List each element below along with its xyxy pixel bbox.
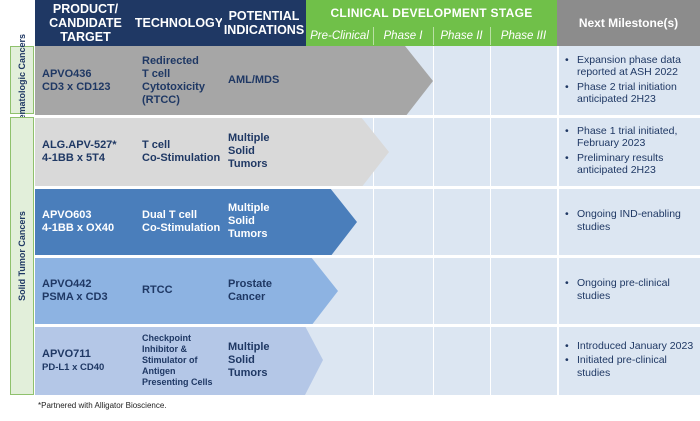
phase-preclinical: Pre-Clinical	[306, 26, 373, 46]
progress-arrow-row-4	[35, 257, 338, 326]
indication-text: Multiple	[228, 341, 270, 353]
row-4-technology: RTCC	[136, 257, 222, 324]
phase-divider	[490, 27, 491, 45]
row-2-milestones: Phase 1 trial initiated, February 2023 P…	[557, 117, 700, 186]
indication-text: Multiple	[228, 132, 270, 144]
indication-text: Tumors	[228, 158, 268, 170]
row-1-indication: AML/MDS	[222, 46, 306, 115]
row-4-milestones: Ongoing pre-clinical studies	[557, 257, 700, 324]
grid-line	[433, 46, 434, 395]
milestone-item: Introduced January 2023	[563, 340, 694, 353]
milestone-item: Ongoing pre-clinical studies	[563, 277, 694, 302]
row-3-milestones: Ongoing IND-enabling studies	[557, 188, 700, 255]
indication-text: Multiple	[228, 202, 270, 214]
technology-text: T cell	[142, 67, 171, 80]
technology-text: T cell	[142, 138, 171, 151]
row-separator	[35, 324, 700, 327]
row-5-product: APVO711 PD-L1 x CD40	[35, 326, 136, 395]
row-2-product: ALG.APV-527* 4-1BB x 5T4	[35, 117, 136, 186]
row-3-technology: Dual T cell Co-Stimulation	[136, 188, 222, 255]
row-4-indication: Prostate Cancer	[222, 257, 306, 324]
technology-text: Antigen	[142, 366, 176, 376]
indication-text: Solid	[228, 145, 255, 157]
progress-arrow-row-1	[35, 46, 433, 117]
technology-text: (RTCC)	[142, 93, 180, 106]
technology-text: Co-Stimulation	[142, 221, 221, 234]
side-label-solid-tumor-text: Solid Tumor Cancers	[17, 211, 28, 301]
product-target: 4-1BB x 5T4	[42, 151, 105, 164]
indication-text: Solid	[228, 215, 255, 227]
progress-arrow-row-2	[35, 117, 389, 188]
row-1-technology: Redirected T cell Cytotoxicity (RTCC)	[136, 46, 222, 115]
row-5-milestones: Introduced January 2023 Initiated pre-cl…	[557, 326, 700, 395]
progress-arrow-row-5	[35, 326, 323, 395]
phase-divider	[433, 27, 434, 45]
phase-3: Phase III	[490, 26, 557, 46]
product-name: APVO442	[42, 277, 92, 290]
technology-text: Cytotoxicity	[142, 80, 205, 93]
progress-arrow-row-3	[35, 188, 357, 257]
milestone-item: Phase 1 trial initiated, February 2023	[563, 125, 694, 150]
technology-text: Stimulator of	[142, 355, 198, 365]
milestone-item: Preliminary results anticipated 2H23	[563, 152, 694, 177]
header-stage: CLINICAL DEVELOPMENT STAGE	[306, 0, 557, 26]
row-4-product: APVO442 PSMA x CD3	[35, 257, 136, 324]
row-2-indication: Multiple Solid Tumors	[222, 117, 306, 186]
technology-text: Dual T cell	[142, 208, 198, 221]
technology-text: Co-Stimulation	[142, 151, 221, 164]
product-name: ALG.APV-527*	[42, 138, 117, 151]
footnote: *Partnered with Alligator Bioscience.	[38, 401, 167, 410]
milestone-item: Expansion phase data reported at ASH 202…	[563, 54, 694, 79]
row-separator	[35, 186, 700, 189]
row-5-technology: Checkpoint Inhibitor & Stimulator of Ant…	[136, 326, 222, 395]
row-5-indication: Multiple Solid Tumors	[222, 326, 306, 395]
header-milestone-label: Next Milestone(s)	[578, 16, 679, 30]
product-target: CD3 x CD123	[42, 80, 111, 93]
indication-text: Solid	[228, 354, 255, 366]
row-separator	[35, 115, 700, 118]
product-target: PD-L1 x CD40	[42, 361, 105, 373]
row-1-product: APVO436 CD3 x CD123	[35, 46, 136, 115]
indication-text: Prostate	[228, 277, 273, 290]
side-label-hematologic: Hematologic Cancers	[10, 34, 34, 126]
phase-divider	[373, 27, 374, 45]
milestone-item: Phase 2 trial initiation anticipated 2H2…	[563, 81, 694, 106]
indication-text: Cancer	[228, 290, 266, 303]
milestone-item: Ongoing IND-enabling studies	[563, 208, 694, 233]
technology-text: Presenting Cells	[142, 377, 213, 387]
grid-line	[490, 46, 491, 395]
header-technology: TECHNOLOGY	[134, 0, 224, 46]
milestone-item: Initiated pre-clinical studies	[563, 354, 694, 379]
row-2-technology: T cell Co-Stimulation	[136, 117, 222, 186]
header-product-label: PRODUCT/ CANDIDATE TARGET	[49, 2, 122, 44]
technology-text: Redirected	[142, 54, 199, 67]
product-name: APVO436	[42, 67, 92, 80]
indication-text: Tumors	[228, 228, 268, 240]
side-label-solid-tumor: Solid Tumor Cancers	[10, 117, 34, 395]
product-name: APVO711	[42, 347, 91, 360]
grid-line	[373, 46, 374, 395]
header-technology-label: TECHNOLOGY	[134, 16, 224, 30]
row-3-product: APVO603 4-1BB x OX40	[35, 188, 136, 255]
product-target: 4-1BB x OX40	[42, 221, 115, 234]
header-indications: POTENTIAL INDICATIONS	[222, 0, 306, 46]
phase-1: Phase I	[373, 26, 433, 46]
header-indications-label: POTENTIAL INDICATIONS	[223, 9, 305, 37]
indication-text: AML/MDS	[228, 74, 280, 86]
grid-line	[557, 46, 559, 395]
side-label-hematologic-text: Hematologic Cancers	[17, 33, 27, 127]
technology-text: RTCC	[142, 284, 173, 296]
header-milestone: Next Milestone(s)	[557, 0, 700, 46]
phase-2: Phase II	[433, 26, 490, 46]
technology-text: Checkpoint	[142, 333, 192, 343]
row-1-milestones: Expansion phase data reported at ASH 202…	[557, 46, 700, 115]
technology-text: Inhibitor &	[142, 344, 187, 354]
indication-text: Tumors	[228, 367, 268, 379]
row-separator	[35, 255, 700, 258]
product-target: PSMA x CD3	[42, 290, 108, 303]
product-name: APVO603	[42, 208, 92, 221]
header-product: PRODUCT/ CANDIDATE TARGET	[35, 0, 136, 46]
row-3-indication: Multiple Solid Tumors	[222, 188, 306, 255]
